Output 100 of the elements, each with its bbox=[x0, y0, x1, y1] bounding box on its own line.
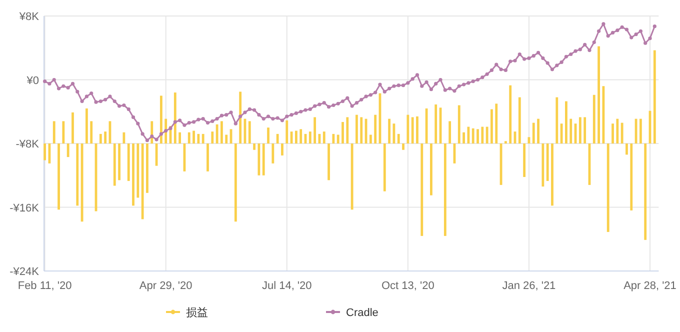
bar bbox=[616, 118, 619, 144]
bar bbox=[66, 144, 70, 158]
bar bbox=[523, 144, 526, 177]
bar bbox=[606, 144, 610, 232]
y-tick-label: -¥24K bbox=[10, 266, 40, 278]
bar bbox=[592, 94, 596, 144]
bar bbox=[570, 118, 572, 144]
bar bbox=[653, 50, 656, 144]
bar bbox=[52, 121, 56, 144]
bar bbox=[104, 132, 107, 144]
bar bbox=[416, 116, 418, 144]
bar bbox=[300, 129, 302, 144]
bar bbox=[188, 132, 190, 144]
y-tick-label: -¥8K bbox=[16, 138, 40, 150]
bar bbox=[350, 144, 354, 210]
bar bbox=[639, 118, 642, 144]
bar bbox=[113, 144, 116, 186]
bar bbox=[132, 144, 134, 206]
bar bbox=[118, 144, 120, 180]
bar bbox=[434, 104, 438, 144]
bar bbox=[537, 118, 540, 144]
bar bbox=[136, 144, 140, 198]
bar bbox=[532, 122, 535, 144]
bar bbox=[411, 117, 414, 144]
bar bbox=[220, 121, 223, 144]
bar bbox=[141, 144, 144, 220]
bar bbox=[467, 126, 470, 144]
bar bbox=[551, 144, 554, 206]
bar bbox=[206, 144, 209, 172]
bar bbox=[328, 144, 330, 180]
bar bbox=[99, 134, 102, 144]
x-tick-label: Apr 29, '20 bbox=[139, 280, 192, 292]
bar bbox=[612, 124, 614, 144]
bar bbox=[448, 121, 452, 144]
bar bbox=[192, 130, 195, 144]
bar bbox=[342, 122, 344, 144]
bar bbox=[314, 117, 316, 144]
bar bbox=[620, 122, 624, 144]
bar bbox=[346, 117, 349, 144]
bar bbox=[360, 117, 363, 144]
y-tick-label: -¥16K bbox=[10, 202, 40, 214]
bar bbox=[476, 129, 479, 144]
bar bbox=[356, 114, 358, 144]
bar bbox=[388, 118, 390, 144]
bar bbox=[383, 144, 386, 192]
legend-label: Cradle bbox=[346, 307, 378, 319]
bar bbox=[546, 144, 549, 181]
y-tick-label: ¥0 bbox=[26, 74, 39, 87]
bar bbox=[486, 126, 488, 144]
bar bbox=[86, 108, 88, 144]
bar bbox=[90, 121, 93, 144]
legend-label: 损益 bbox=[186, 307, 208, 319]
bar bbox=[444, 144, 446, 236]
bar bbox=[602, 86, 605, 144]
bar bbox=[420, 144, 424, 236]
bar bbox=[211, 132, 214, 144]
bar bbox=[248, 121, 251, 144]
bar bbox=[127, 144, 130, 181]
bar bbox=[542, 144, 544, 187]
bar bbox=[281, 144, 284, 156]
bar bbox=[267, 128, 270, 144]
bar bbox=[58, 144, 60, 210]
bar bbox=[626, 144, 628, 155]
bar bbox=[262, 144, 265, 176]
bar bbox=[374, 114, 377, 144]
bar bbox=[294, 130, 298, 144]
bar bbox=[462, 132, 465, 144]
bar bbox=[44, 144, 46, 160]
x-tick-label: Jan 26, '21 bbox=[502, 280, 556, 292]
bar bbox=[495, 104, 498, 144]
bar bbox=[509, 85, 512, 144]
bar bbox=[565, 101, 568, 144]
bar bbox=[253, 144, 256, 150]
bar bbox=[160, 96, 162, 144]
bar bbox=[197, 134, 200, 144]
bar bbox=[62, 121, 65, 144]
bar bbox=[122, 132, 126, 144]
bar bbox=[584, 117, 586, 144]
bar bbox=[397, 134, 400, 144]
bar bbox=[430, 144, 432, 196]
bar bbox=[406, 114, 410, 144]
bar bbox=[258, 144, 260, 176]
x-tick-label: Oct 13, '20 bbox=[381, 280, 434, 292]
bar bbox=[322, 132, 326, 144]
bar bbox=[556, 97, 558, 144]
bar bbox=[174, 92, 176, 144]
bar bbox=[239, 92, 242, 144]
bar bbox=[458, 105, 460, 144]
bar bbox=[332, 134, 335, 144]
bar bbox=[598, 46, 600, 144]
bar bbox=[644, 144, 647, 240]
y-tick-label: ¥8K bbox=[18, 11, 40, 23]
bar bbox=[178, 132, 182, 144]
x-tick-label: Feb 11, '20 bbox=[18, 280, 72, 292]
bar bbox=[286, 120, 288, 144]
bar bbox=[472, 128, 474, 144]
bar bbox=[276, 134, 279, 144]
bar bbox=[202, 134, 204, 144]
bar bbox=[630, 144, 633, 210]
bar bbox=[402, 144, 404, 150]
